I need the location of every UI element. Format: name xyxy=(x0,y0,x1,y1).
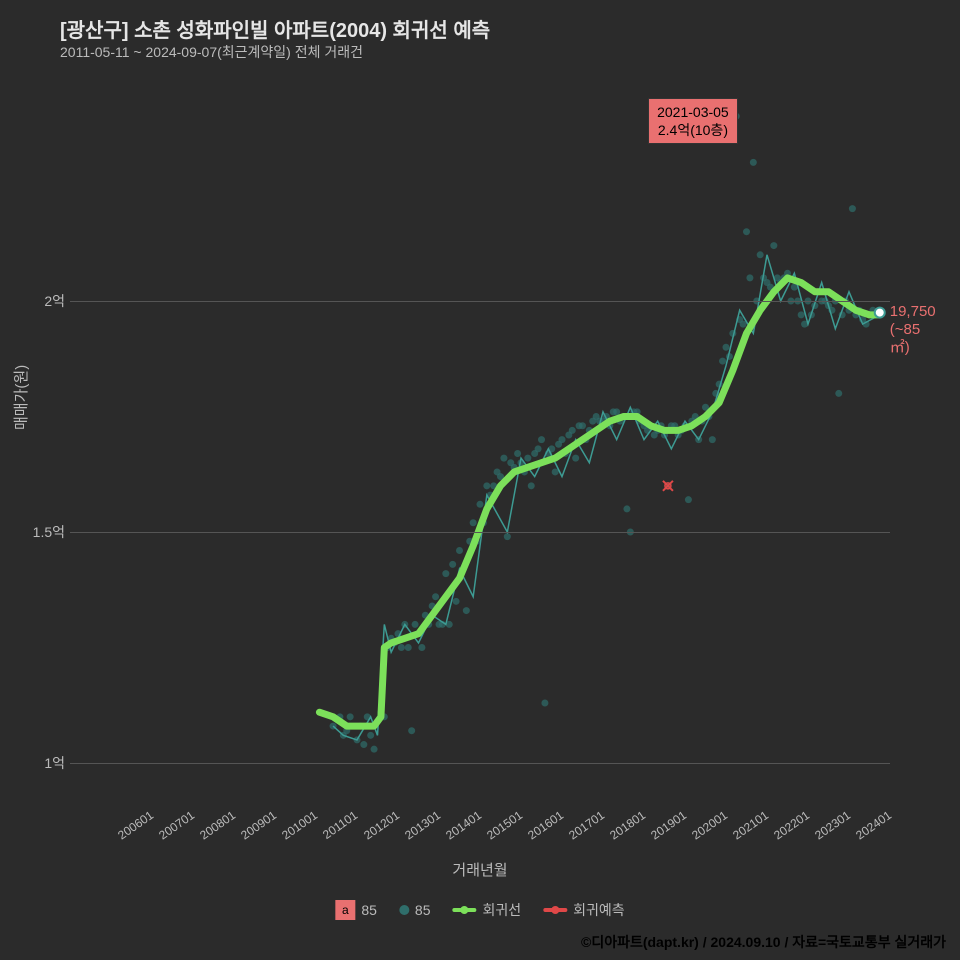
legend: a 85 85 회귀선 회귀예측 xyxy=(335,900,624,920)
legend-item: 85 xyxy=(399,902,431,918)
legend-line-icon xyxy=(543,908,567,912)
gridline-h xyxy=(70,532,890,533)
annotation-date: 2021-03-05 xyxy=(657,103,729,121)
ytick-label: 1.5억 xyxy=(33,522,65,542)
legend-item: 회귀예측 xyxy=(543,900,625,920)
legend-line-icon xyxy=(452,908,476,912)
legend-label: 85 xyxy=(361,902,377,918)
legend-dot-icon xyxy=(399,905,409,915)
legend-label: 회귀선 xyxy=(482,900,521,920)
end-label-value: 19,750 xyxy=(890,303,936,321)
legend-label: 회귀예측 xyxy=(573,900,625,920)
legend-label: 85 xyxy=(415,902,431,918)
x-axis-label: 거래년월 xyxy=(452,859,507,880)
credit-text: ©디아파트(dapt.kr) / 2024.09.10 / 자료=국토교통부 실… xyxy=(581,932,946,952)
annotation-value: 2.4억(10층) xyxy=(657,121,729,139)
chart-subtitle: 2011-05-11 ~ 2024-09-07(최근계약일) 전체 거래건 xyxy=(60,42,363,62)
legend-item: 회귀선 xyxy=(452,900,521,920)
chart-title: [광산구] 소촌 성화파인빌 아파트(2004) 회귀선 예측 xyxy=(60,14,490,43)
y-axis-label: 매매가(원) xyxy=(10,365,31,430)
gridline-h xyxy=(70,763,890,764)
plot-svg xyxy=(70,70,890,800)
plot-area: 2021-03-05 2.4억(10층) 19,750 (~85㎡) xyxy=(70,70,890,800)
legend-box-icon: a xyxy=(335,900,355,920)
peak-annotation: 2021-03-05 2.4억(10층) xyxy=(648,98,738,144)
end-label-area: (~85㎡) xyxy=(890,321,936,357)
end-label: 19,750 (~85㎡) xyxy=(890,303,936,357)
ytick-label: 1억 xyxy=(44,753,65,773)
gridline-h xyxy=(70,301,890,302)
ytick-label: 2억 xyxy=(44,291,65,311)
legend-item: a 85 xyxy=(335,900,377,920)
